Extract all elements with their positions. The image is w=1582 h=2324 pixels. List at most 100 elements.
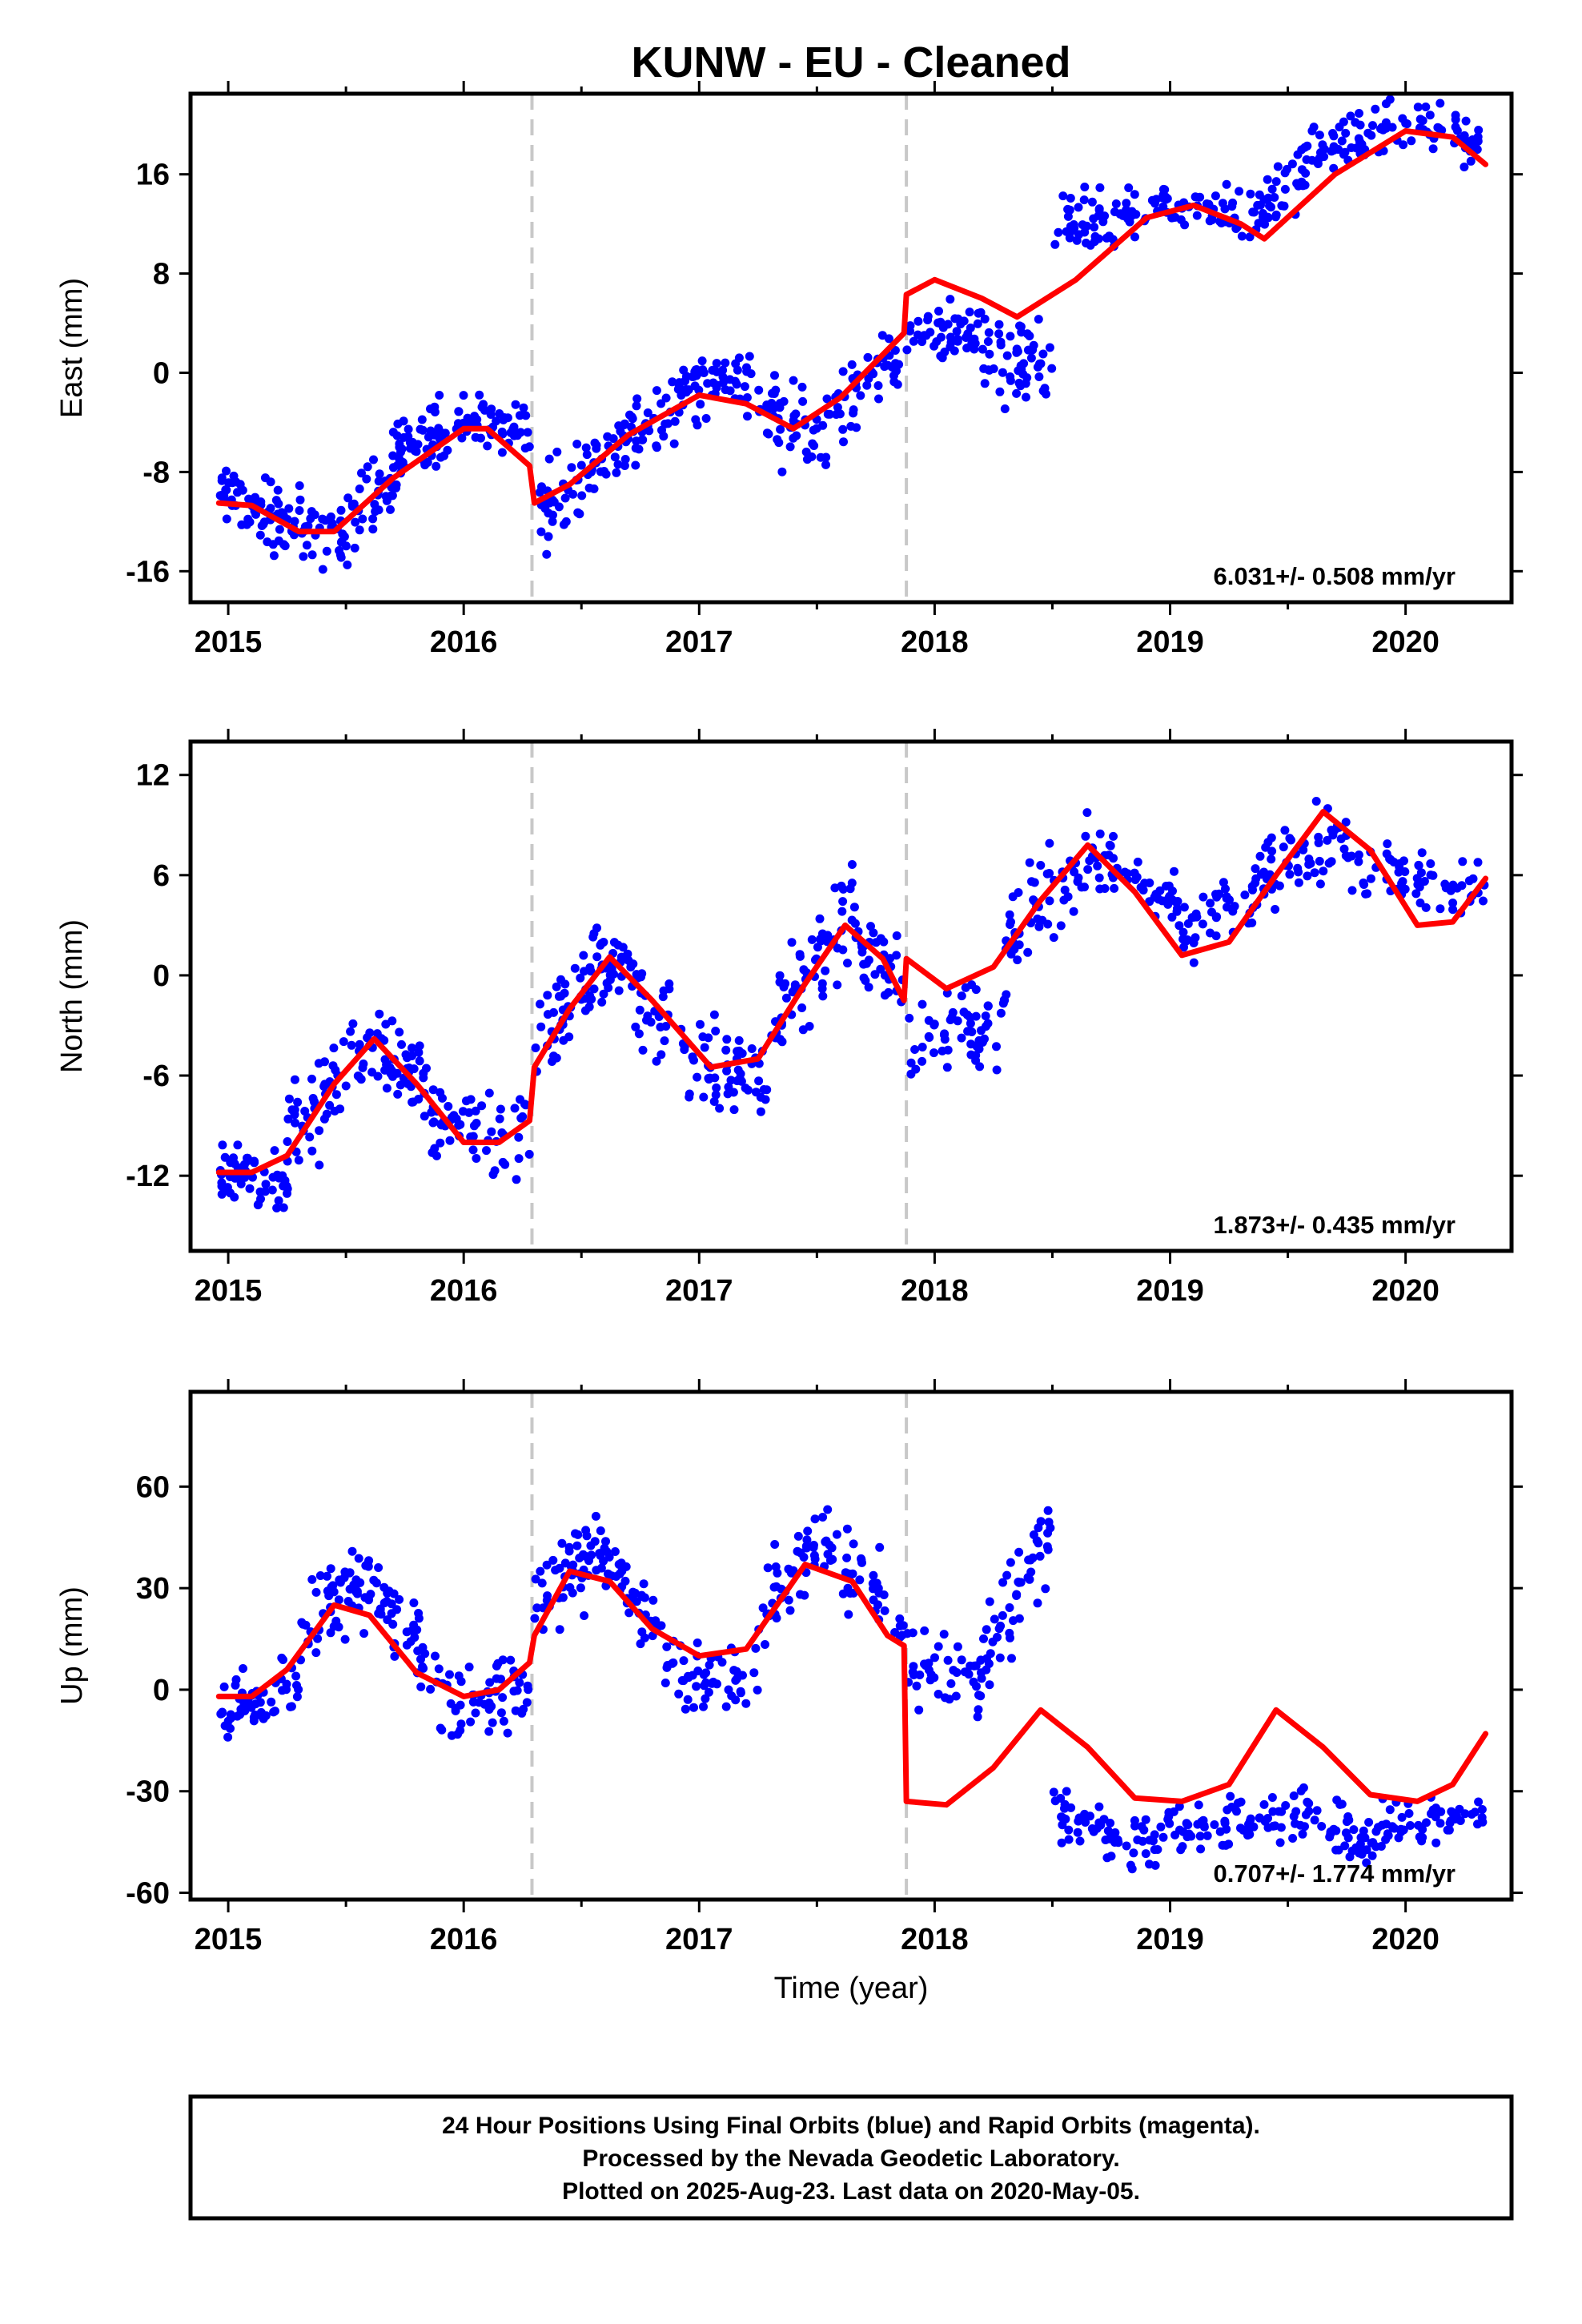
north-point-13-49 <box>1314 832 1323 842</box>
east-point-12-54 <box>1066 227 1076 236</box>
up-point-5-39 <box>655 1621 664 1630</box>
up-point-13-35 <box>1343 1833 1353 1843</box>
north-point-7-16 <box>775 971 785 980</box>
up-point-1-38 <box>334 1595 343 1605</box>
east-point-2-26 <box>357 468 366 478</box>
east-point-16-15 <box>1428 144 1438 154</box>
east-point-6-50 <box>652 386 661 396</box>
north-point-6-23 <box>709 1097 719 1106</box>
up-point-2-26 <box>371 1578 381 1588</box>
up-point-11-25 <box>1074 1816 1083 1826</box>
up-point-13-14 <box>1362 1845 1371 1855</box>
north-point-1-55 <box>341 1081 351 1091</box>
east-point-12-11 <box>1090 223 1099 232</box>
north-point-0-20 <box>272 1204 282 1212</box>
north-point-6-46 <box>698 1032 708 1042</box>
east-point-4-33 <box>524 442 534 452</box>
up-point-13-24 <box>1355 1839 1365 1848</box>
up-point-9-43 <box>952 1668 962 1677</box>
north-point-4-57 <box>596 940 605 950</box>
north-point-9-0 <box>930 1048 938 1058</box>
north-point-7-31 <box>807 935 817 944</box>
east-point-15-41 <box>1355 120 1365 130</box>
up-point-9-26 <box>914 1705 924 1715</box>
north-point-1-35 <box>328 1061 338 1071</box>
east-point-0-34 <box>266 504 275 513</box>
east-point-0-20 <box>229 471 239 480</box>
east-point-5-34 <box>577 491 587 501</box>
north-point-1-44 <box>283 1137 292 1146</box>
east-point-15-54 <box>1307 155 1317 165</box>
east-point-15-21 <box>1315 131 1324 140</box>
east-point-15-37 <box>1347 143 1356 152</box>
up-point-11-49 <box>1130 1821 1139 1831</box>
north-point-11-4 <box>1133 857 1142 866</box>
up-point-3-32 <box>456 1677 466 1687</box>
north-point-7-19 <box>838 945 848 955</box>
north-point-6-41 <box>722 1035 732 1044</box>
east-point-11-53 <box>996 340 1006 350</box>
north-point-9-50 <box>966 1019 975 1028</box>
north-point-5-38 <box>609 938 619 947</box>
up-point-7-52 <box>796 1590 805 1599</box>
up-point-6-38 <box>681 1704 690 1714</box>
north-point-12-33 <box>1199 892 1208 902</box>
footer-line-2: Processed by the Nevada Geodetic Laborat… <box>582 2145 1119 2172</box>
north-point-3-34 <box>432 1151 441 1160</box>
east-point-16-39 <box>1407 136 1416 146</box>
up-point-2-6 <box>366 1590 375 1599</box>
up-point-3-11 <box>506 1655 516 1665</box>
north-point-14-30 <box>1389 858 1399 866</box>
up-point-9-27 <box>957 1655 966 1665</box>
east-point-8-40 <box>770 371 779 380</box>
east-point-2-43 <box>386 491 396 501</box>
north-point-12-48 <box>1191 933 1200 943</box>
north-point-9-35 <box>917 1043 927 1051</box>
east-point-9-37 <box>838 367 848 376</box>
up-point-9-6 <box>973 1712 982 1722</box>
east-point-12-7 <box>1124 183 1134 192</box>
east-point-11-27 <box>1012 388 1022 398</box>
north-point-1-22 <box>330 1106 339 1116</box>
north-point-6-51 <box>761 1095 770 1104</box>
north-point-14-35 <box>1440 879 1450 889</box>
up-xtick-label-1: 2016 <box>430 1923 498 1956</box>
north-point-7-41 <box>781 993 791 1003</box>
up-point-2-42 <box>402 1640 412 1650</box>
up-point-6-33 <box>699 1702 708 1711</box>
north-point-0-42 <box>236 1179 246 1188</box>
up-point-12-37 <box>1263 1823 1273 1832</box>
east-point-12-43 <box>1066 194 1075 203</box>
east-point-4-29 <box>509 422 519 432</box>
north-point-14-59 <box>1416 868 1426 878</box>
north-point-8-33 <box>861 959 871 968</box>
east-point-2-8 <box>374 476 383 486</box>
east-point-6-27 <box>612 468 621 477</box>
up-point-14-27 <box>1474 1797 1484 1807</box>
east-point-0-19 <box>217 473 227 483</box>
up-point-6-31 <box>705 1660 714 1670</box>
east-point-5-18 <box>581 443 591 452</box>
up-point-14-46 <box>1477 1813 1487 1822</box>
east-point-9-43 <box>877 331 887 340</box>
east-point-5-32 <box>582 450 592 460</box>
east-point-10-46 <box>940 348 950 356</box>
up-xtick-label-3: 2018 <box>901 1923 969 1956</box>
up-point-1-46 <box>311 1648 321 1658</box>
east-point-12-14 <box>1050 239 1060 249</box>
east-point-14-32 <box>1283 164 1291 174</box>
north-point-1-10 <box>346 1027 355 1036</box>
east-point-5-35 <box>573 508 583 517</box>
north-point-10-43 <box>1014 888 1023 897</box>
east-point-5-37 <box>535 488 544 497</box>
north-point-11-40 <box>1174 921 1184 931</box>
north-point-1-13 <box>283 1184 292 1193</box>
north-point-12-3 <box>1206 899 1215 908</box>
north-point-2-10 <box>414 1047 424 1057</box>
east-point-14-31 <box>1256 200 1265 210</box>
up-point-4-20 <box>595 1549 604 1558</box>
north-point-9-24 <box>971 985 981 995</box>
up-point-11-39 <box>1137 1822 1146 1831</box>
up-point-6-22 <box>662 1663 672 1672</box>
up-point-7-50 <box>793 1546 802 1556</box>
